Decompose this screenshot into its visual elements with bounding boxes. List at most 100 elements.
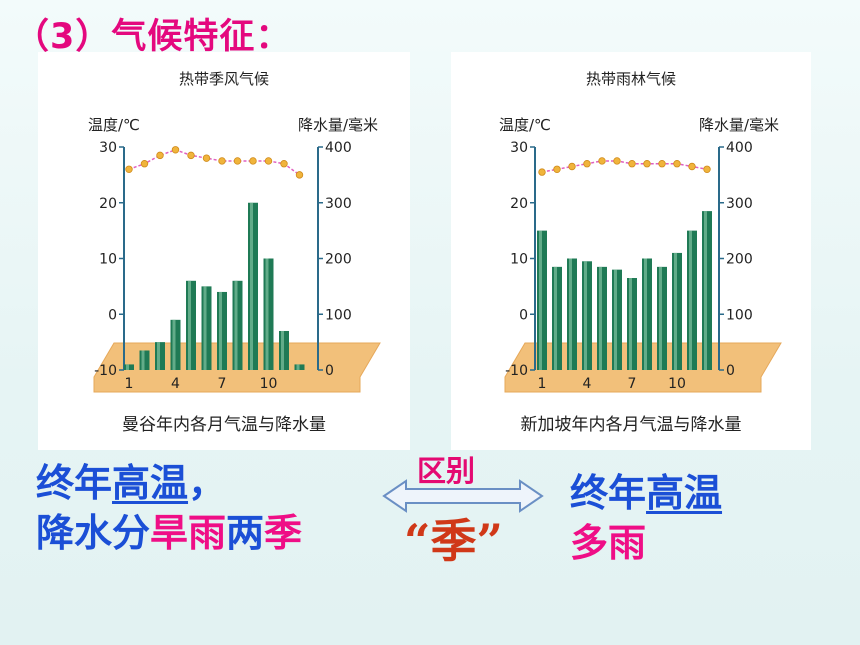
precip-bar-highlight (188, 280, 191, 370)
temperature-point (140, 160, 149, 168)
x-tick-label: 4 (583, 376, 592, 392)
left-tick-label: 20 (510, 196, 528, 212)
y-axis-label-left: 温度/℃ (499, 116, 551, 134)
temperature-point (538, 168, 546, 176)
temperature-point (688, 162, 696, 171)
x-tick-label: 1 (538, 376, 547, 392)
temperature-line (541, 160, 708, 173)
precip-bar-highlight (219, 291, 222, 370)
left-tick-label: -10 (505, 363, 528, 379)
temperature-point (583, 160, 591, 168)
x-tick-label: 4 (171, 376, 180, 392)
temperature-point (553, 165, 561, 173)
right-line-2: 多雨 (570, 518, 722, 568)
chart-panel-bangkok: 热带季风气候 温度/℃ 降水量/毫米 30 20 10 0 -10 400 300 200 100 0 1… (38, 52, 410, 450)
precip-bar-highlight (599, 266, 602, 370)
precip-bar-highlight (614, 269, 617, 370)
temperature-point (233, 157, 242, 165)
temperature-point (673, 160, 681, 168)
right-tick-label: 300 (325, 196, 352, 212)
x-tick-label: 10 (260, 376, 278, 392)
temperature-point (568, 162, 576, 171)
left-tick-label: 0 (108, 307, 117, 323)
right-line2: 多雨 (570, 521, 647, 565)
left-line1-a: 终年 (36, 461, 113, 505)
double-arrow-icon (382, 479, 544, 513)
chart-caption: 曼谷年内各月气温与降水量 (122, 415, 326, 435)
season-emphasis: “季” (404, 514, 503, 568)
left-tick-label: 0 (519, 307, 528, 323)
left-line2-a: 降水分 (36, 511, 151, 555)
temperature-point (613, 157, 621, 165)
right-tick-label: 0 (726, 363, 735, 379)
precip-bar-highlight (250, 202, 253, 370)
temperature-point (295, 171, 304, 179)
right-tick-label: 100 (726, 307, 753, 323)
left-line1-c: ， (188, 461, 227, 505)
temperature-point (280, 160, 288, 168)
temperature-point (703, 165, 711, 173)
right-line-1: 终年高温 (570, 468, 722, 518)
precip-bar-highlight (141, 350, 145, 370)
precip-bar-highlight (126, 364, 129, 370)
right-tick-label: 400 (726, 140, 753, 156)
temperature-point (598, 157, 606, 165)
left-tick-label: 20 (99, 196, 117, 212)
y-axis-label-right: 降水量/毫米 (298, 116, 378, 134)
chart-title: 热带季风气候 (179, 70, 269, 88)
right-tick-label: 200 (726, 252, 753, 268)
left-line2-d: 季 (264, 511, 303, 555)
chart-panel-singapore: 热带雨林气候 温度/℃ 降水量/毫米 30 20 10 0 -10 400 300 200 100 0 1… (451, 52, 811, 450)
chart-title: 热带雨林气候 (586, 70, 676, 88)
precip-bar-highlight (674, 252, 677, 370)
right-tick-label: 0 (325, 363, 334, 379)
precip-bar-highlight (172, 319, 176, 370)
left-description: 终年高温， 降水分旱雨两季 (36, 458, 302, 558)
chart-caption: 新加坡年内各月气温与降水量 (521, 415, 742, 435)
x-tick-label: 7 (628, 376, 637, 392)
x-tick-label: 1 (125, 376, 134, 392)
precip-bar-highlight (629, 278, 632, 370)
section-heading: （3）气候特征： (14, 17, 292, 57)
difference-label: 区别 (417, 454, 476, 488)
temperature-line (128, 148, 300, 176)
temperature-point (171, 146, 180, 154)
temperature-point (202, 154, 211, 162)
x-tick-label: 10 (668, 376, 686, 392)
right-tick-label: 200 (325, 252, 352, 268)
right-line1-b: 高温 (646, 471, 723, 515)
precip-bar-highlight (234, 280, 238, 370)
left-line-2: 降水分旱雨两季 (36, 508, 302, 558)
left-tick-label: 10 (99, 252, 117, 268)
left-tick-label: 10 (510, 252, 528, 268)
precip-bar-highlight (265, 258, 269, 370)
precip-bar-highlight (569, 258, 572, 370)
precip-bar-highlight (539, 230, 542, 370)
temperature-point (125, 165, 133, 173)
right-tick-label: 400 (325, 140, 352, 156)
precip-bar-highlight (554, 266, 557, 370)
left-line2-b: 旱雨 (150, 511, 227, 555)
precip-bar-highlight (296, 364, 300, 370)
temperature-point (218, 157, 226, 165)
right-line1-a: 终年 (570, 471, 647, 515)
precip-bar-highlight (659, 266, 662, 370)
temperature-point (187, 151, 195, 160)
temperature-point (643, 160, 651, 168)
left-line2-c: 两 (226, 511, 265, 555)
precip-bar-highlight (157, 342, 160, 370)
precip-bar-highlight (644, 258, 647, 370)
y-axis-label-right: 降水量/毫米 (699, 116, 779, 134)
left-tick-label: 30 (99, 140, 117, 156)
y-axis-label-left: 温度/℃ (88, 116, 140, 134)
right-tick-label: 100 (325, 307, 352, 323)
right-description: 终年高温 多雨 (570, 468, 722, 568)
temperature-point (264, 157, 273, 165)
temperature-point (658, 160, 666, 168)
precip-bar-highlight (203, 286, 207, 370)
x-tick-label: 7 (218, 376, 227, 392)
precip-bar-highlight (704, 211, 707, 370)
left-line1-b: 高温 (112, 461, 189, 505)
